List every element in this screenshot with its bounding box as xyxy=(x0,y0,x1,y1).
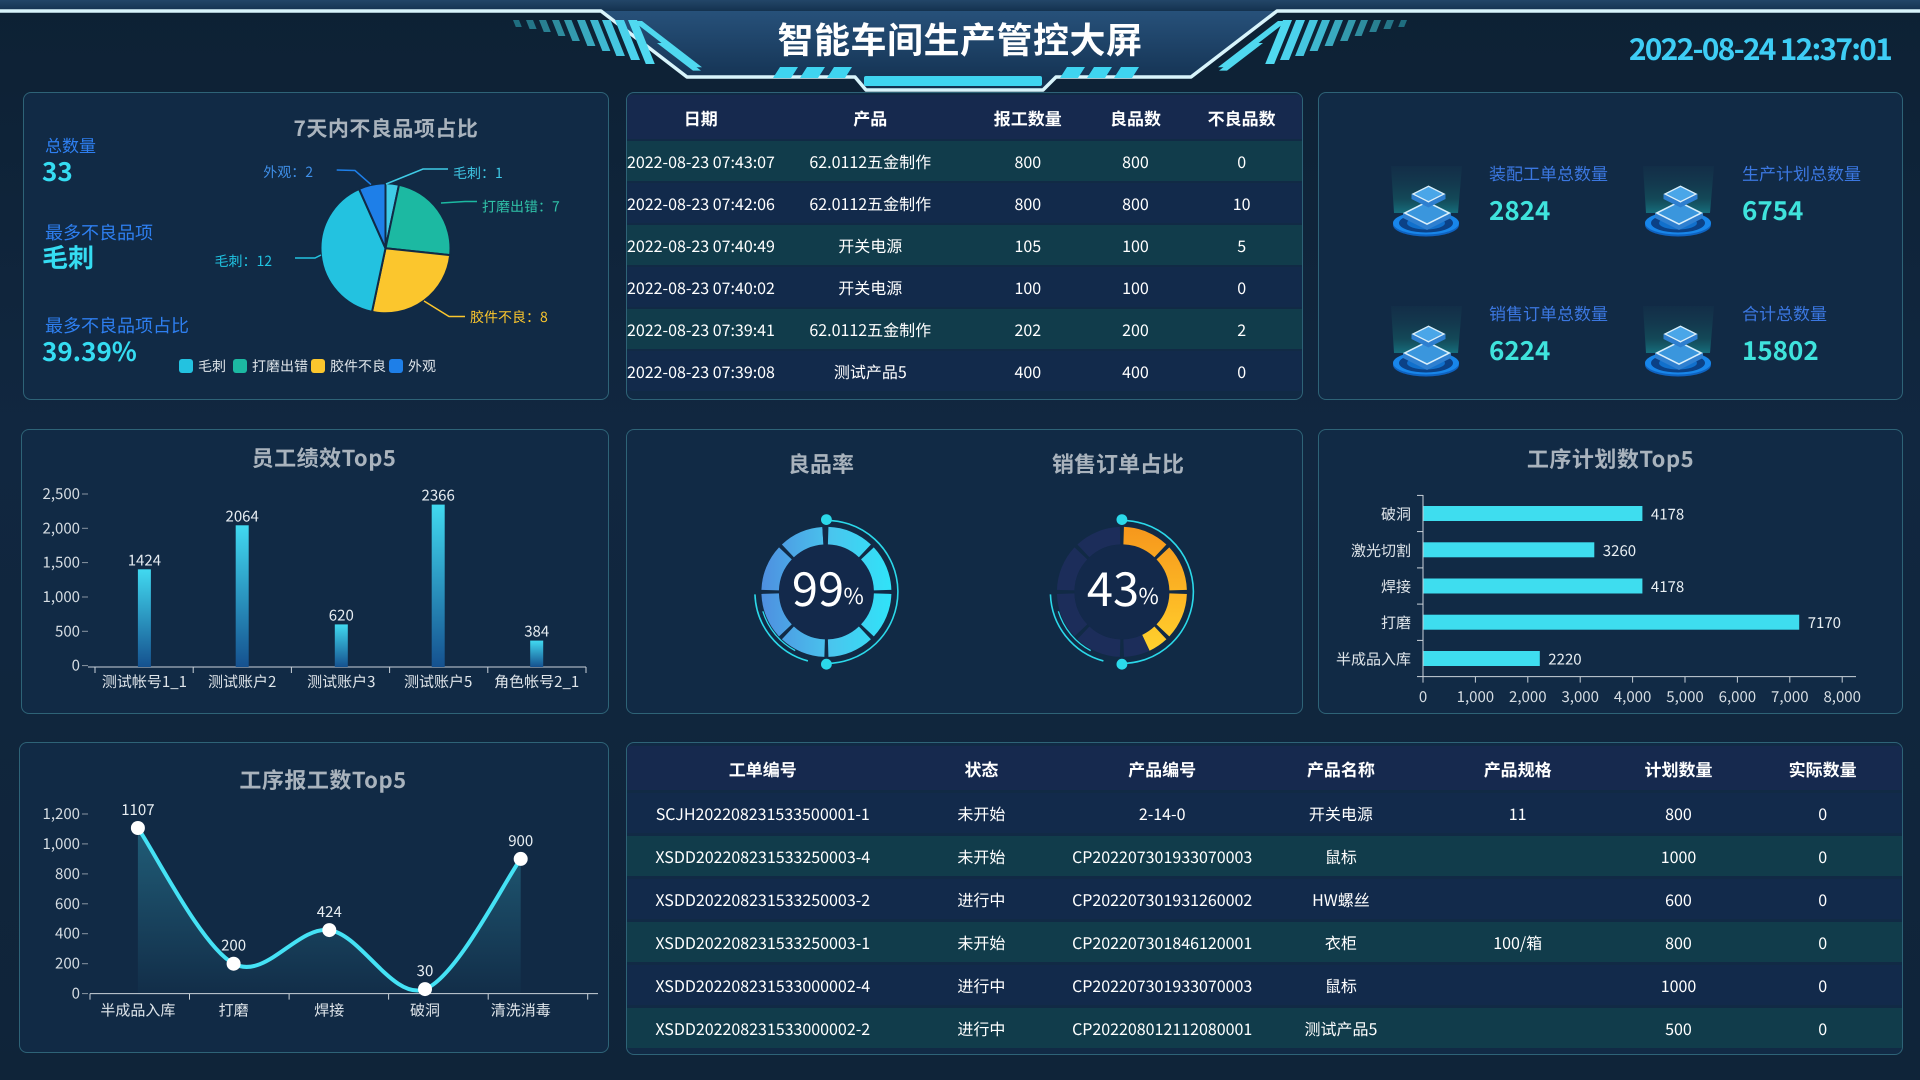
svg-text:打磨出错：7: 打磨出错：7 xyxy=(482,197,560,217)
svg-text:胶件不良: 胶件不良 xyxy=(330,356,386,376)
svg-text:600: 600 xyxy=(55,893,80,914)
svg-text:半成品入库: 半成品入库 xyxy=(1336,649,1411,670)
svg-text:4178: 4178 xyxy=(1651,576,1684,597)
svg-text:毛刺：1: 毛刺：1 xyxy=(453,163,503,183)
svg-text:2,500: 2,500 xyxy=(43,483,80,504)
svg-text:焊接: 焊接 xyxy=(1381,576,1411,597)
svg-text:200: 200 xyxy=(55,953,80,974)
svg-text:打磨出错: 打磨出错 xyxy=(252,356,308,376)
svg-text:外观：2: 外观：2 xyxy=(263,162,313,182)
svg-text:800: 800 xyxy=(55,863,80,884)
svg-text:2366: 2366 xyxy=(422,485,455,506)
svg-text:1107: 1107 xyxy=(121,799,154,820)
svg-text:%: % xyxy=(844,579,864,611)
svg-text:3260: 3260 xyxy=(1603,540,1636,561)
svg-text:角色帐号2_1: 角色帐号2_1 xyxy=(494,671,579,692)
svg-text:1424: 1424 xyxy=(128,549,161,570)
svg-text:2,000: 2,000 xyxy=(43,517,80,538)
svg-text:4178: 4178 xyxy=(1651,504,1684,525)
svg-text:胶件不良：8: 胶件不良：8 xyxy=(470,307,548,327)
svg-text:200: 200 xyxy=(221,935,246,956)
svg-text:424: 424 xyxy=(317,901,342,922)
svg-text:4,000: 4,000 xyxy=(1614,686,1651,707)
svg-text:1,000: 1,000 xyxy=(43,586,80,607)
svg-text:43: 43 xyxy=(1087,551,1139,620)
svg-text:3,000: 3,000 xyxy=(1561,686,1598,707)
svg-text:外观: 外观 xyxy=(408,356,436,376)
svg-text:1,000: 1,000 xyxy=(43,833,80,854)
svg-text:1,000: 1,000 xyxy=(1457,686,1494,707)
svg-text:500: 500 xyxy=(55,620,80,641)
svg-text:384: 384 xyxy=(524,621,549,642)
svg-text:半成品入库: 半成品入库 xyxy=(100,1000,175,1021)
svg-text:7170: 7170 xyxy=(1808,612,1841,633)
svg-text:破洞: 破洞 xyxy=(1381,504,1411,525)
svg-text:破洞: 破洞 xyxy=(410,1000,440,1021)
svg-text:智能车间生产管控大屏: 智能车间生产管控大屏 xyxy=(777,12,1142,64)
svg-text:0: 0 xyxy=(1419,686,1427,707)
svg-text:620: 620 xyxy=(329,604,354,625)
svg-text:测试账户3: 测试账户3 xyxy=(307,671,375,692)
svg-text:激光切割: 激光切割 xyxy=(1351,540,1411,561)
svg-text:打磨: 打磨 xyxy=(219,1000,249,1021)
svg-text:900: 900 xyxy=(508,830,533,851)
svg-text:毛刺: 毛刺 xyxy=(198,356,226,376)
svg-text:%: % xyxy=(1139,579,1159,611)
svg-text:1,200: 1,200 xyxy=(43,803,80,824)
svg-text:清洗消毒: 清洗消毒 xyxy=(491,1000,551,1021)
svg-text:2,000: 2,000 xyxy=(1509,686,1546,707)
svg-text:7,000: 7,000 xyxy=(1771,686,1808,707)
svg-text:99: 99 xyxy=(792,551,844,620)
svg-text:打磨: 打磨 xyxy=(1381,612,1411,633)
svg-text:1,500: 1,500 xyxy=(43,552,80,573)
svg-text:2220: 2220 xyxy=(1548,649,1581,670)
svg-text:2064: 2064 xyxy=(226,505,259,526)
svg-text:焊接: 焊接 xyxy=(314,1000,344,1021)
svg-text:毛刺：12: 毛刺：12 xyxy=(214,251,272,271)
svg-text:0: 0 xyxy=(72,655,80,676)
svg-text:测试账户2: 测试账户2 xyxy=(208,671,276,692)
svg-text:2022-08-24 12:37:01: 2022-08-24 12:37:01 xyxy=(1629,25,1891,69)
svg-text:0: 0 xyxy=(72,983,80,1004)
svg-text:测试帐号1_1: 测试帐号1_1 xyxy=(102,671,187,692)
svg-text:6,000: 6,000 xyxy=(1719,686,1756,707)
svg-text:5,000: 5,000 xyxy=(1666,686,1703,707)
svg-text:测试账户5: 测试账户5 xyxy=(404,671,472,692)
svg-text:400: 400 xyxy=(55,923,80,944)
svg-text:8,000: 8,000 xyxy=(1823,686,1860,707)
svg-text:30: 30 xyxy=(417,960,434,981)
